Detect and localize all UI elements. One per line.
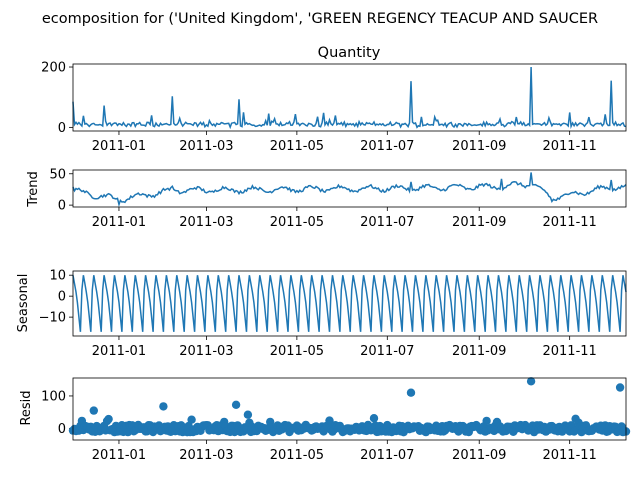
seasonal-xtick-label: 2011-09 <box>452 344 506 359</box>
trend-xtick-label: 2011-05 <box>270 215 324 230</box>
resid-xtick-label: 2011-03 <box>179 448 233 463</box>
resid-point <box>89 406 99 415</box>
seasonal-series-line <box>72 275 627 332</box>
observed-panel: 0 200 2011-01 2011-03 2011-05 2011-07 2011-09 2… <box>41 61 627 154</box>
trend-panel: 0 50 2011-01 2011-03 2011-05 2011-07 2011-09 20… <box>49 167 627 230</box>
observed-xtick-label: 2011-01 <box>92 139 146 154</box>
resid-xtick-label: 2011-05 <box>270 448 324 463</box>
observed-ytick-label: 0 <box>58 121 66 136</box>
observed-panel-title: Quantity <box>318 45 381 61</box>
resid-xtick-label: 2011-01 <box>92 448 146 463</box>
figure-suptitle: ecomposition for ('United Kingdom', 'GRE… <box>42 11 598 27</box>
resid-point <box>615 383 625 392</box>
resid-point <box>104 414 113 424</box>
resid-ytick-label: 100 <box>41 389 66 404</box>
seasonal-ytick-label: 0 <box>58 290 66 305</box>
trend-xtick-label: 2011-03 <box>179 215 233 230</box>
observed-axes-frame <box>72 63 627 132</box>
resid-point <box>482 416 491 426</box>
resid-point <box>325 416 334 425</box>
observed-ytick-label: 200 <box>41 61 66 76</box>
resid-xtick-label: 2011-09 <box>452 448 506 463</box>
resid-ytick-label: 0 <box>58 422 66 437</box>
resid-xtick-label: 2011-07 <box>360 448 414 463</box>
observed-series-line <box>72 66 627 130</box>
seasonal-axis-label: Seasonal <box>16 274 31 333</box>
resid-axis-label: Resid <box>19 390 34 425</box>
seasonal-axes-frame <box>72 270 627 337</box>
resid-point <box>526 377 536 386</box>
seasonal-panel: −10 0 10 2011-01 2011-03 2011-05 2011-07 2011-0… <box>39 269 627 359</box>
trend-axis-label: Trend <box>26 171 41 208</box>
observed-xtick-label: 2011-09 <box>452 139 506 154</box>
seasonal-xtick-label: 2011-11 <box>542 344 596 359</box>
trend-axes-frame <box>72 169 627 208</box>
trend-xtick-label: 2011-09 <box>452 215 506 230</box>
observed-xtick-label: 2011-03 <box>179 139 233 154</box>
trend-ytick-label: 50 <box>49 167 66 182</box>
trend-xtick-label: 2011-11 <box>542 215 596 230</box>
resid-point <box>231 400 241 409</box>
resid-point <box>243 410 253 419</box>
seasonal-xtick-label: 2011-03 <box>179 344 233 359</box>
seasonal-xtick-label: 2011-05 <box>270 344 324 359</box>
trend-xtick-label: 2011-07 <box>360 215 414 230</box>
seasonal-xtick-label: 2011-07 <box>360 344 414 359</box>
resid-point <box>406 388 416 397</box>
observed-xtick-label: 2011-05 <box>270 139 324 154</box>
seasonal-xtick-label: 2011-01 <box>92 344 146 359</box>
resid-axes-frame <box>72 377 627 441</box>
resid-xtick-label: 2011-11 <box>542 448 596 463</box>
resid-point <box>187 415 196 424</box>
seasonal-ytick-label: −10 <box>39 311 66 326</box>
resid-panel: 0 100 2011-01 2011-03 2011-05 2011-07 2011-09 2… <box>41 377 631 463</box>
observed-xtick-label: 2011-07 <box>360 139 414 154</box>
trend-ytick-label: 0 <box>58 199 66 214</box>
resid-point <box>159 402 168 411</box>
trend-xtick-label: 2011-01 <box>92 215 146 230</box>
resid-point <box>369 414 379 423</box>
observed-xtick-label: 2011-11 <box>542 139 596 154</box>
trend-series-line <box>72 172 627 208</box>
seasonal-ytick-label: 10 <box>49 269 66 284</box>
